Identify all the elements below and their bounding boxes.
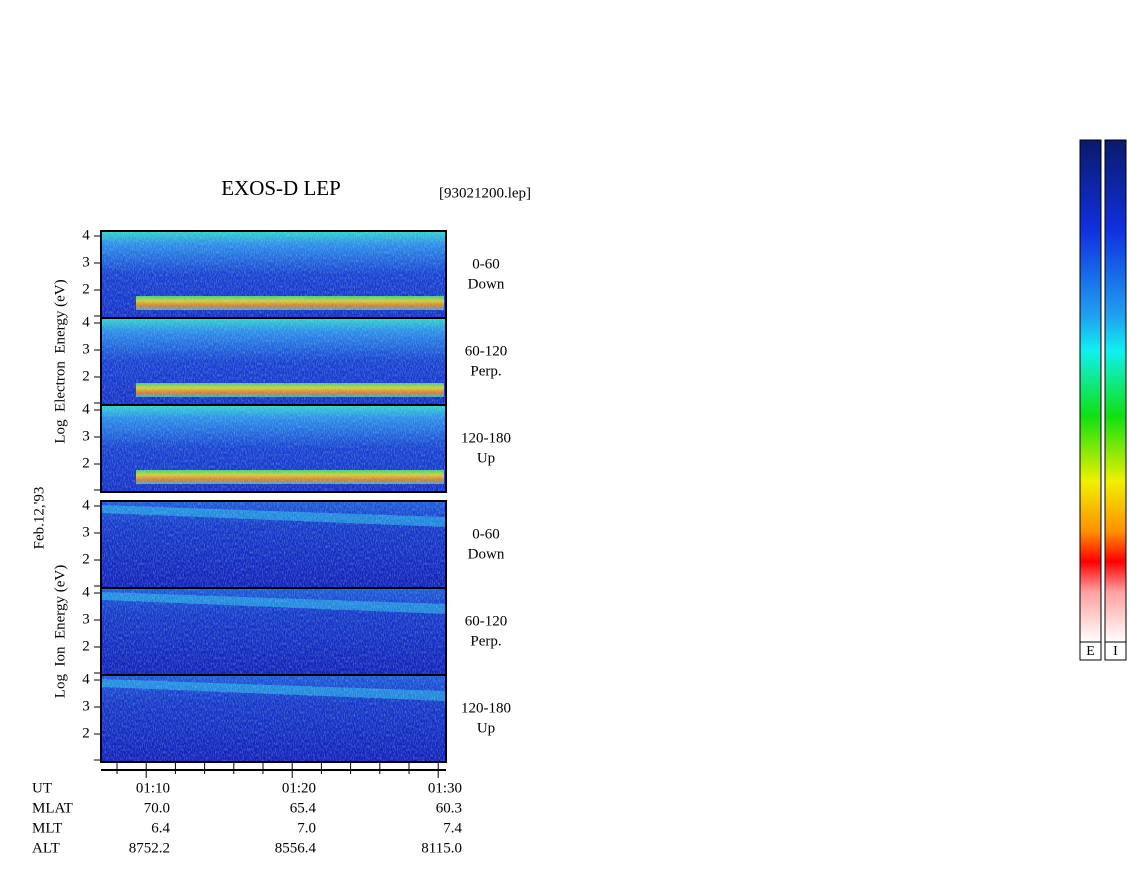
colorbar-label-box (1104, 641, 1127, 661)
panel-frame (100, 674, 447, 763)
colorbar (1079, 139, 1102, 643)
y-axis-label: Log Electron Energy (eV) (52, 279, 68, 443)
footer-value: 01:20 (282, 780, 316, 796)
footer-value: 7.4 (443, 820, 462, 836)
footer-value: 7.0 (297, 820, 316, 836)
panel-direction: Perp. (470, 633, 501, 649)
y-tick-label: 4 (82, 401, 90, 417)
colorbar-label: I (1113, 644, 1118, 659)
y-tick-label: 3 (82, 254, 90, 270)
date-label: Feb.12,'93 (31, 487, 47, 550)
spectrogram-panels (100, 230, 447, 763)
footer-value: 70.0 (144, 800, 170, 816)
y-tick-label: 4 (82, 671, 90, 687)
noise (101, 405, 446, 492)
panel-range: 60-120 (465, 613, 508, 629)
title: EXOS-D LEP (221, 176, 341, 200)
y-tick-label: 4 (82, 227, 90, 243)
panel-direction: Perp. (470, 363, 501, 379)
y-tick-label: 2 (82, 638, 90, 654)
y-tick-label: 2 (82, 455, 90, 471)
footer-value: 01:30 (428, 780, 462, 796)
file-name: [93021200.lep] (439, 185, 531, 201)
panel-direction: Down (468, 546, 505, 562)
row-label: UT (32, 780, 52, 796)
y-tick-label: 3 (82, 611, 90, 627)
row-label: MLAT (32, 800, 73, 816)
y-tick-label: 4 (82, 497, 90, 513)
y-tick-label: 4 (82, 584, 90, 600)
colorbar-label: E (1086, 644, 1095, 659)
footer-value: 8556.4 (275, 840, 317, 856)
y-axis-label: Log Ion Energy (eV) (52, 565, 68, 698)
noise (101, 588, 446, 675)
y-tick-label: 3 (82, 524, 90, 540)
y-tick-label: 2 (82, 725, 90, 741)
noise (101, 318, 446, 405)
y-tick-label: 3 (82, 341, 90, 357)
noise (101, 675, 446, 762)
y-tick-label: 2 (82, 551, 90, 567)
noise (101, 501, 446, 588)
noise (101, 231, 446, 318)
y-tick-label: 2 (82, 281, 90, 297)
panel-range: 60-120 (465, 343, 508, 359)
panel-direction: Up (477, 720, 495, 736)
panel-range: 120-180 (461, 700, 511, 716)
panel-range: 0-60 (472, 256, 500, 272)
colorbar (1104, 139, 1127, 643)
y-tick-label: 3 (82, 428, 90, 444)
panel-direction: Down (468, 276, 505, 292)
panel-direction: Up (477, 450, 495, 466)
row-label: MLT (32, 820, 62, 836)
footer-value: 01:10 (136, 780, 170, 796)
panel-frame (100, 404, 447, 493)
y-tick-label: 2 (82, 368, 90, 384)
colorbars (1079, 139, 1127, 661)
footer-value: 6.4 (151, 820, 170, 836)
row-label: ALT (32, 840, 60, 856)
y-tick-label: 4 (82, 314, 90, 330)
panel-range: 0-60 (472, 526, 500, 542)
colorbar-label-box (1079, 641, 1102, 661)
footer-value: 65.4 (290, 800, 317, 816)
panel-range: 120-180 (461, 430, 511, 446)
footer-value: 60.3 (436, 800, 462, 816)
footer-value: 8115.0 (421, 840, 462, 856)
y-tick-label: 3 (82, 698, 90, 714)
footer-value: 8752.2 (129, 840, 170, 856)
